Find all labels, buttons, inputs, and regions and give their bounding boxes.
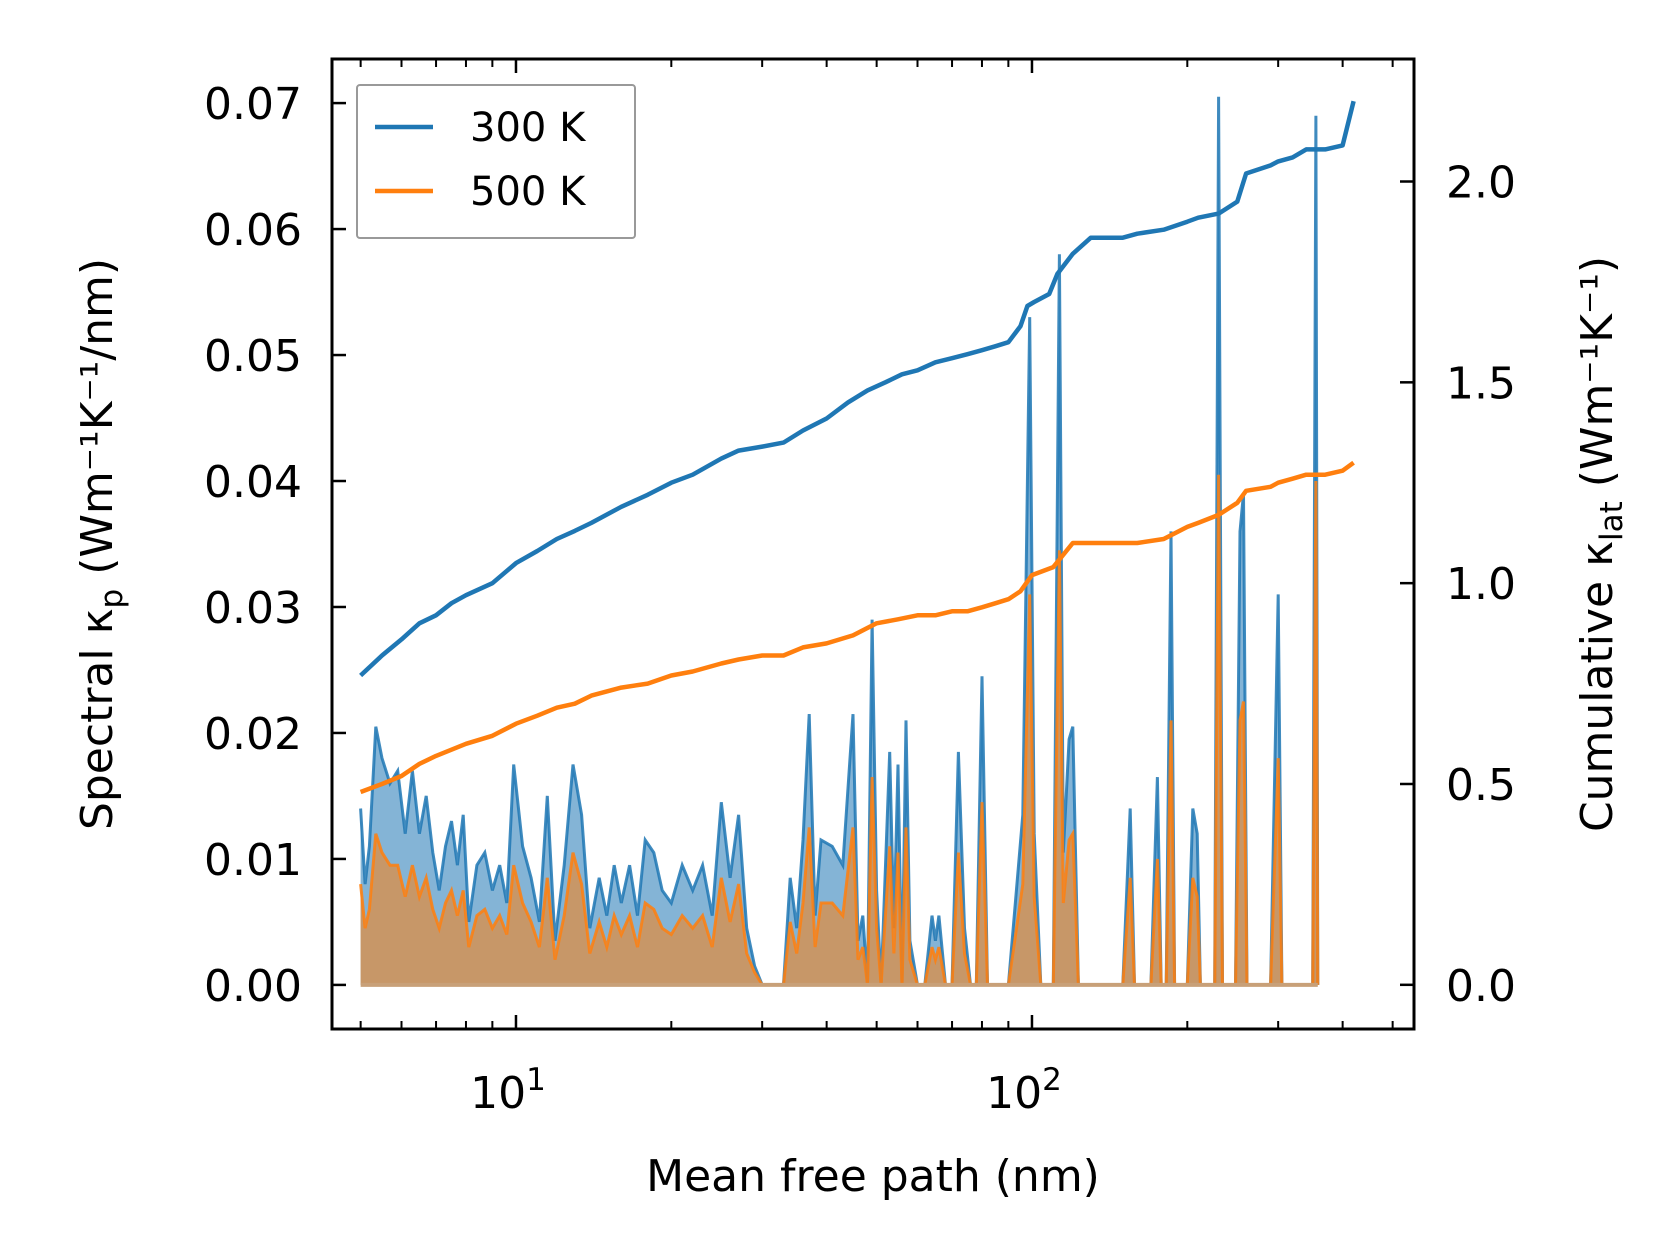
- x-tick-label: 102: [986, 1062, 1062, 1119]
- y-left-axis-title: Spectral κp (Wm⁻¹K⁻¹/nm): [72, 258, 130, 830]
- y-right-tick-label: 2.0: [1446, 158, 1516, 209]
- y-left-axis-title-units: (Wm⁻¹K⁻¹/nm): [72, 258, 123, 589]
- x-tick-label-base: 10: [470, 1068, 526, 1119]
- legend: 300 K 500 K: [356, 84, 636, 239]
- cumulative-lines: [359, 100, 1356, 795]
- x-tick-label-base: 10: [986, 1068, 1042, 1119]
- x-tick-label-exponent: 2: [1042, 1062, 1062, 1098]
- y-right-tick-label: 0.5: [1446, 760, 1516, 811]
- x-tick-label-exponent: 1: [526, 1062, 546, 1098]
- legend-label-1: 500 K: [470, 169, 587, 215]
- spectral-line-1: [359, 474, 1320, 987]
- y-right-axis-title-subscript: lat: [1594, 501, 1630, 541]
- y-right-tick-label: 0.0: [1446, 961, 1516, 1012]
- y-left-tick-label: 0.05: [204, 331, 302, 382]
- y-left-tick-label: 0.04: [204, 457, 302, 508]
- cumulative-line-1: [359, 460, 1355, 795]
- y-right-axis-title-units: (Wm⁻¹K⁻¹): [1572, 256, 1623, 501]
- y-left-tick-label: 0.07: [204, 79, 302, 130]
- y-right-tick-label: 1.0: [1446, 559, 1516, 610]
- y-left-tick-label: 0.00: [204, 961, 302, 1012]
- y-right-axis-title: Cumulative κlat (Wm⁻¹K⁻¹): [1572, 256, 1630, 832]
- y-left-tick-label: 0.06: [204, 205, 302, 256]
- y-right-tick-label: 1.5: [1446, 358, 1516, 409]
- plot-frame: [330, 57, 1416, 1031]
- y-right-axis-title-main: Cumulative κ: [1572, 541, 1623, 832]
- spectral-line-0: [359, 96, 1320, 987]
- y-left-tick-label: 0.02: [204, 709, 302, 760]
- legend-box: [356, 84, 636, 239]
- y-left-axis-title-main: Spectral κ: [72, 608, 123, 830]
- y-left-tick-label: 0.03: [204, 583, 302, 634]
- spectral-fills: [359, 96, 1320, 987]
- x-tick-label: 101: [470, 1062, 546, 1119]
- cumulative-line-0: [359, 100, 1356, 678]
- legend-label-0: 300 K: [470, 105, 587, 151]
- axes: 101 1020.000.010.020.030.040.050.060.070.…: [72, 57, 1630, 1202]
- x-axis-title: Mean free path (nm): [646, 1151, 1100, 1202]
- y-left-axis-title-subscript: p: [94, 589, 130, 609]
- y-left-tick-label: 0.01: [204, 835, 302, 886]
